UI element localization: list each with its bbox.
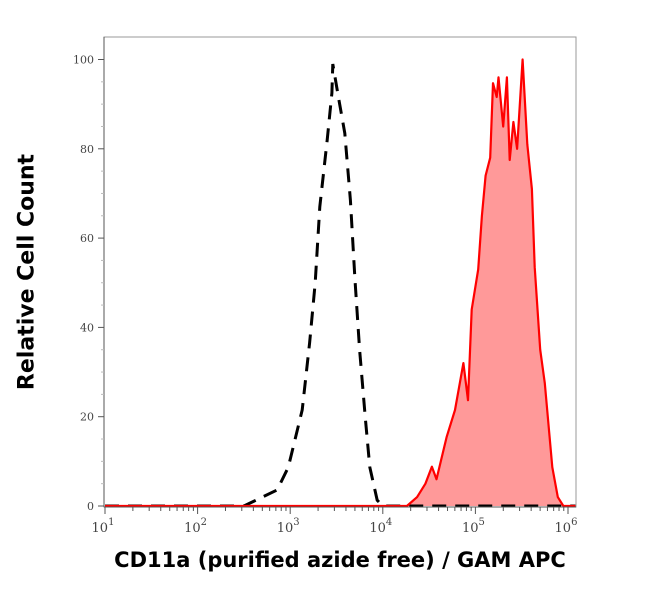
y-tick-label: 0 xyxy=(87,500,94,513)
x-tick-label: 106 xyxy=(555,517,578,536)
y-tick-label: 40 xyxy=(80,321,94,334)
x-tick-label: 104 xyxy=(369,517,392,536)
y-tick-label: 20 xyxy=(80,411,94,424)
series-layer xyxy=(105,58,576,508)
x-tick-label: 105 xyxy=(462,517,485,536)
red-histogram-line xyxy=(105,58,576,508)
y-tick-label: 80 xyxy=(80,143,94,156)
y-axis-label: Relative Cell Count xyxy=(14,153,40,391)
y-tick-label: 60 xyxy=(80,232,94,245)
x-tick-label: 103 xyxy=(277,517,300,536)
control-dashed-line xyxy=(105,63,576,508)
x-axis-label: CD11a (purified azide free) / GAM APC xyxy=(114,548,566,572)
y-tick-label: 100 xyxy=(73,54,94,67)
x-tick-label: 102 xyxy=(184,517,207,536)
axis-layer: 0 20 40 60 80 100 101 102 103 104 105 106 xyxy=(73,37,577,536)
x-tick-label: 101 xyxy=(92,517,115,536)
